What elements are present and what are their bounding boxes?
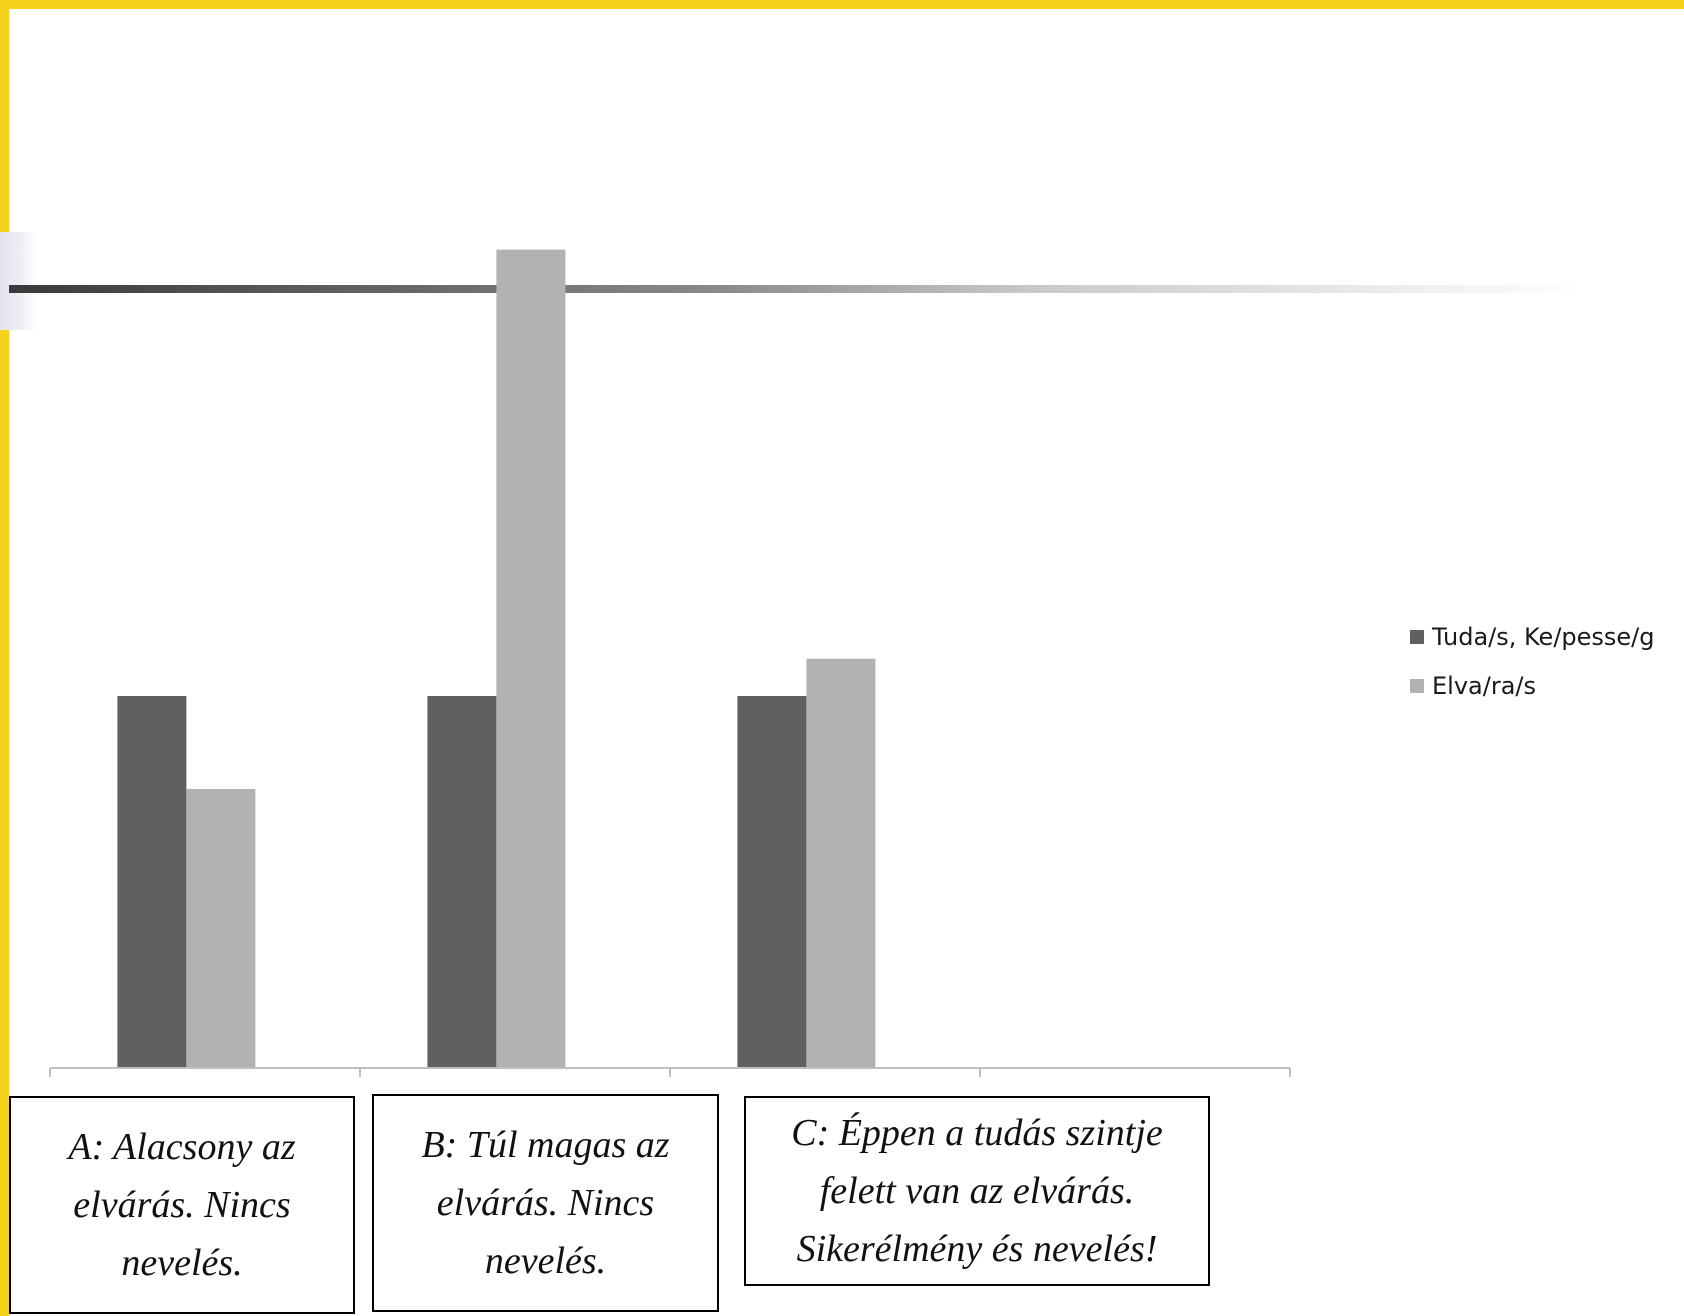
legend-item-series1: Tuda/s, Ke/pesse/g — [1410, 622, 1655, 652]
caption-c-text: C: Éppen a tudás szintje felett van az e… — [791, 1112, 1163, 1270]
bar-series2-cat1 — [186, 789, 256, 1068]
side-tab-decoration — [0, 232, 36, 330]
legend: Tuda/s, Ke/pesse/g Elva/ra/s — [1410, 622, 1655, 720]
caption-box-c: C: Éppen a tudás szintje felett van az e… — [744, 1096, 1210, 1286]
caption-b-text: B: Túl magas az elvárás. Nincs nevelés. — [421, 1124, 670, 1282]
slide-frame-top — [0, 0, 1684, 9]
title-rule — [9, 285, 1584, 293]
bar-series1-cat2 — [427, 696, 497, 1068]
bars-group — [117, 249, 876, 1069]
legend-label-series1: Tuda/s, Ke/pesse/g — [1432, 623, 1655, 651]
legend-swatch-series2 — [1410, 679, 1424, 693]
caption-box-a: A: Alacsony az elvárás. Nincs nevelés. — [9, 1096, 355, 1314]
bar-series2-cat2 — [496, 249, 566, 1069]
caption-a-text: A: Alacsony az elvárás. Nincs nevelés. — [68, 1126, 296, 1284]
bar-series2-cat3 — [806, 658, 876, 1068]
x-axis — [49, 1067, 1291, 1077]
legend-label-series2: Elva/ra/s — [1432, 672, 1536, 700]
legend-swatch-series1 — [1410, 630, 1424, 644]
caption-box-b: B: Túl magas az elvárás. Nincs nevelés. — [372, 1094, 719, 1312]
slide-frame-left — [0, 0, 9, 1316]
bar-series1-cat3 — [737, 696, 807, 1068]
bar-series1-cat1 — [117, 696, 187, 1068]
legend-item-series2: Elva/ra/s — [1410, 671, 1655, 701]
